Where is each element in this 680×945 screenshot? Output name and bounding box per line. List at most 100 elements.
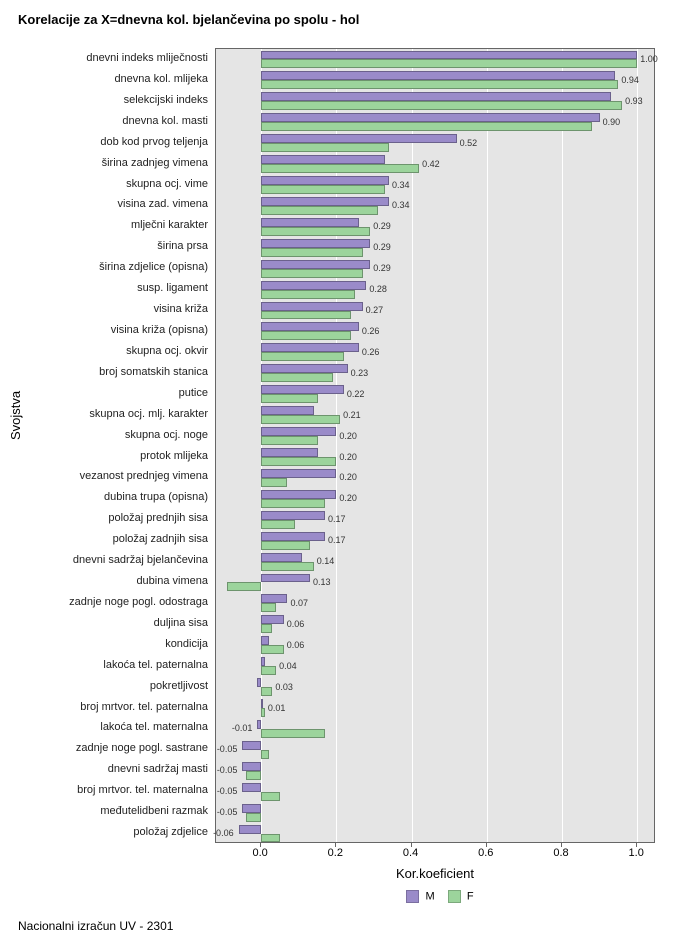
bar-f — [246, 813, 261, 822]
bar-f — [261, 227, 370, 236]
bar-f — [261, 352, 344, 361]
bar-row: 0.03 — [216, 677, 654, 698]
bar-row: 0.23 — [216, 363, 654, 384]
bar-row: -0.05 — [216, 760, 654, 781]
category-label: pokretljivost — [8, 676, 208, 697]
value-label: 0.20 — [339, 447, 357, 468]
value-label: 0.17 — [328, 509, 346, 530]
bar-m — [261, 448, 317, 457]
bar-row: 0.07 — [216, 593, 654, 614]
value-label: 0.26 — [362, 321, 380, 342]
bar-f — [261, 792, 280, 801]
x-tick-label: 0.6 — [478, 847, 493, 859]
category-label: skupna ocj. mlj. karakter — [8, 404, 208, 425]
value-label: 0.34 — [392, 175, 410, 196]
value-label: 0.17 — [328, 530, 346, 551]
bar-f — [261, 603, 276, 612]
bar-row: 0.22 — [216, 384, 654, 405]
value-label: 0.26 — [362, 342, 380, 363]
bar-m — [261, 469, 336, 478]
bar-m — [261, 553, 302, 562]
x-tick-label: 0.0 — [252, 847, 267, 859]
bar-f — [261, 708, 265, 717]
category-label: međutelidbeni razmak — [8, 801, 208, 822]
bar-f — [261, 101, 622, 110]
category-label: širina zdjelice (opisna) — [8, 257, 208, 278]
value-label: -0.05 — [217, 760, 238, 781]
bar-f — [261, 457, 336, 466]
bar-f — [261, 541, 310, 550]
bar-m — [261, 218, 359, 227]
category-label: visina zad. vimena — [8, 194, 208, 215]
bar-f — [261, 415, 340, 424]
bar-f — [261, 206, 378, 215]
bar-row: 0.06 — [216, 635, 654, 656]
bar-m — [261, 427, 336, 436]
category-label: protok mlijeka — [8, 446, 208, 467]
bar-f — [261, 185, 385, 194]
bar-m — [261, 615, 284, 624]
value-label: 0.20 — [339, 426, 357, 447]
bar-f — [246, 771, 261, 780]
value-label: 0.34 — [392, 195, 410, 216]
bar-row: -0.05 — [216, 781, 654, 802]
bar-f — [261, 143, 389, 152]
bar-row: 0.28 — [216, 279, 654, 300]
bar-m — [257, 678, 261, 687]
bar-f — [261, 122, 592, 131]
category-label: dnevna kol. masti — [8, 111, 208, 132]
bar-m — [261, 490, 336, 499]
bar-m — [261, 155, 385, 164]
bar-row: 0.13 — [216, 572, 654, 593]
bar-row: 0.27 — [216, 300, 654, 321]
value-label: -0.05 — [217, 802, 238, 823]
bar-m — [257, 720, 261, 729]
bar-row: 0.14 — [216, 551, 654, 572]
category-label: skupna ocj. vime — [8, 174, 208, 195]
bar-m — [261, 197, 389, 206]
value-label: 0.04 — [279, 656, 297, 677]
category-label: susp. ligament — [8, 278, 208, 299]
value-label: 0.52 — [460, 133, 478, 154]
value-label: 0.29 — [373, 237, 391, 258]
value-label: 0.21 — [343, 405, 361, 426]
bar-m — [242, 783, 261, 792]
category-label: broj mrtvor. tel. paternalna — [8, 697, 208, 718]
value-label: 0.06 — [287, 635, 305, 656]
value-label: -0.05 — [217, 781, 238, 802]
bar-f — [261, 331, 351, 340]
bar-row: 0.20 — [216, 426, 654, 447]
category-label: položaj prednjih sisa — [8, 508, 208, 529]
bar-m — [261, 92, 611, 101]
value-label: 0.93 — [625, 91, 643, 112]
bar-f — [261, 290, 355, 299]
value-label: -0.01 — [232, 718, 253, 739]
bar-f — [261, 269, 363, 278]
category-label: dubina vimena — [8, 571, 208, 592]
bar-f — [261, 248, 363, 257]
category-label: visina križa — [8, 299, 208, 320]
bar-m — [261, 239, 370, 248]
bar-f — [261, 59, 637, 68]
bar-m — [261, 532, 325, 541]
bar-m — [261, 113, 599, 122]
bar-f — [261, 666, 276, 675]
bar-f — [227, 582, 261, 591]
bar-row: -0.01 — [216, 718, 654, 739]
bar-row: -0.05 — [216, 802, 654, 823]
bar-m — [242, 762, 261, 771]
category-label: putice — [8, 383, 208, 404]
value-label: 0.22 — [347, 384, 365, 405]
bar-m — [261, 71, 615, 80]
category-label: broj somatskih stanica — [8, 362, 208, 383]
category-label: vezanost prednjeg vimena — [8, 466, 208, 487]
bar-f — [261, 80, 618, 89]
bar-f — [261, 520, 295, 529]
category-label: skupna ocj. noge — [8, 425, 208, 446]
x-tick-label: 0.2 — [328, 847, 343, 859]
bar-row: 0.17 — [216, 509, 654, 530]
bar-row: 0.20 — [216, 447, 654, 468]
bar-row: 0.34 — [216, 195, 654, 216]
bar-m — [239, 825, 262, 834]
bar-f — [261, 750, 269, 759]
